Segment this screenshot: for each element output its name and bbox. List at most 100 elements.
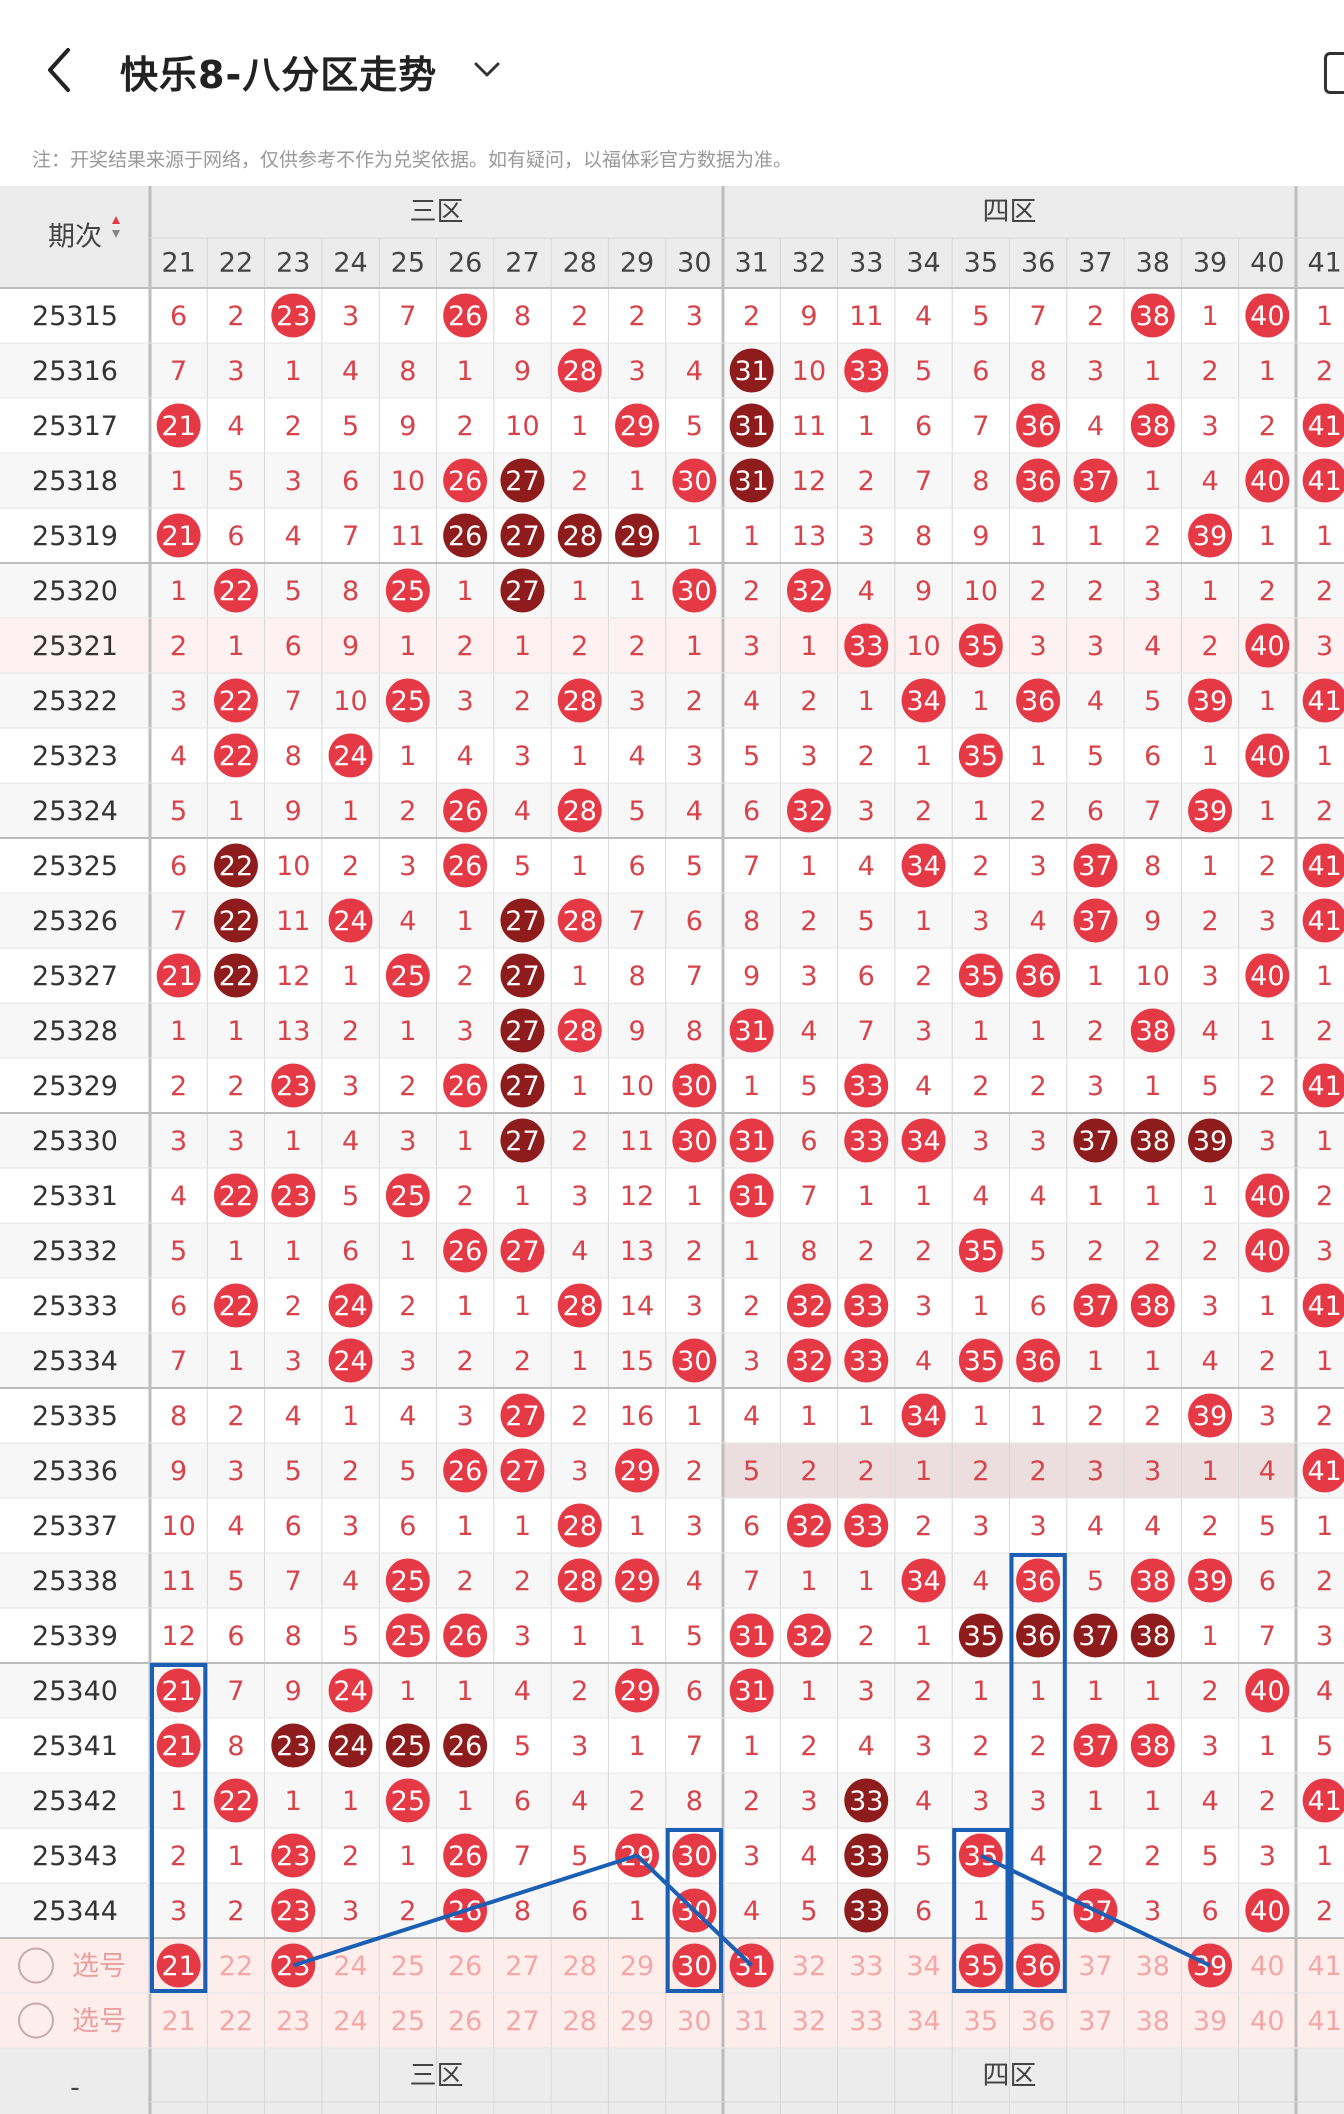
omission-count: 1 [628, 1731, 645, 1762]
drawn-number-ball [1073, 843, 1118, 888]
omission-count: 4 [170, 741, 187, 772]
omission-count: 1 [1259, 796, 1276, 827]
omission-count: 5 [915, 356, 932, 387]
column-header: 21 [161, 248, 195, 279]
menu-icon[interactable] [1324, 52, 1344, 94]
omission-count: 2 [1201, 631, 1218, 662]
omission-count: 5 [858, 906, 875, 937]
omission-count: 3 [342, 301, 359, 332]
omission-count: 6 [514, 1786, 531, 1817]
omission-count: 5 [342, 1621, 359, 1652]
period-number: 25323 [32, 741, 118, 772]
select-radio[interactable] [18, 2002, 54, 2039]
drawn-number-ball [844, 1283, 889, 1328]
drawn-number-ball [557, 1008, 602, 1053]
table-row [0, 1553, 1344, 1608]
omission-count: 2 [342, 851, 359, 882]
omission-count: 6 [800, 1126, 817, 1157]
omission-count: 8 [285, 741, 302, 772]
omission-count: 1 [285, 356, 302, 387]
omission-count: 2 [285, 411, 302, 442]
drawn-number-ball [1016, 1558, 1061, 1603]
omission-count: 1 [227, 1346, 244, 1377]
drawn-number-ball [557, 1558, 602, 1603]
select-radio[interactable] [18, 1947, 54, 1984]
omission-count: 1 [858, 1181, 875, 1212]
drawn-number-ball [1302, 1063, 1344, 1108]
select-number: 35 [964, 2006, 998, 2037]
omission-count: 9 [514, 356, 531, 387]
omission-count: 2 [1316, 356, 1333, 387]
drawn-number-ball [729, 458, 774, 503]
drawn-number-ball [958, 623, 1003, 668]
omission-count: 1 [1201, 1621, 1218, 1652]
omission-count: 7 [170, 1346, 187, 1377]
omission-count: 2 [399, 1071, 416, 1102]
drawn-number-ball [213, 843, 258, 888]
drawn-number: 26 [448, 1841, 482, 1872]
drawn-number: 25 [391, 1786, 425, 1817]
omission-count: 7 [915, 466, 932, 497]
omission-count: 6 [285, 1511, 302, 1542]
omission-count: 3 [800, 741, 817, 772]
omission-count: 3 [1144, 576, 1161, 607]
table-row [0, 1003, 1344, 1058]
drawn-number-ball [1016, 1943, 1061, 1988]
drawn-number: 23 [276, 1841, 310, 1872]
omission-count: 1 [1259, 521, 1276, 552]
sort-down-icon[interactable] [112, 230, 120, 238]
omission-count: 3 [571, 1181, 588, 1212]
drawn-number: 23 [276, 1071, 310, 1102]
drawn-number: 23 [276, 1181, 310, 1212]
omission-count: 4 [858, 851, 875, 882]
drawn-number-ball [786, 788, 831, 833]
omission-count: 2 [342, 1841, 359, 1872]
omission-count: 4 [227, 1511, 244, 1542]
drawn-number: 40 [1250, 1896, 1284, 1927]
back-arrow-icon[interactable] [40, 46, 80, 94]
omission-count: 9 [743, 961, 760, 992]
omission-count: 2 [858, 466, 875, 497]
drawn-number: 41 [1307, 906, 1341, 937]
drawn-number-ball [271, 1723, 316, 1768]
omission-count: 1 [514, 1511, 531, 1542]
drawn-number: 24 [333, 1291, 367, 1322]
omission-count: 2 [457, 411, 474, 442]
drawn-number: 41 [1307, 851, 1341, 882]
drawn-number: 32 [792, 1621, 826, 1652]
omission-count: 1 [457, 1291, 474, 1322]
omission-count: 4 [743, 1401, 760, 1432]
omission-count: 4 [1087, 686, 1104, 717]
omission-count: 3 [972, 1786, 989, 1817]
omission-count: 2 [915, 1511, 932, 1542]
drawn-number: 33 [849, 1511, 883, 1542]
omission-count: 8 [399, 356, 416, 387]
drawn-number: 35 [964, 1346, 998, 1377]
sort-up-icon[interactable] [112, 216, 120, 224]
omission-count: 3 [514, 741, 531, 772]
drawn-number: 35 [964, 961, 998, 992]
omission-count: 5 [686, 851, 703, 882]
omission-count: 9 [342, 631, 359, 662]
select-number: 39 [1193, 2006, 1227, 2037]
drawn-number: 40 [1250, 1676, 1284, 1707]
omission-count: 1 [1144, 1071, 1161, 1102]
omission-count: 4 [800, 1016, 817, 1047]
omission-count: 3 [686, 1511, 703, 1542]
drawn-number-ball [500, 898, 545, 943]
omission-count: 3 [227, 1456, 244, 1487]
omission-count: 4 [514, 1676, 531, 1707]
omission-count: 3 [800, 1786, 817, 1817]
period-number: 25341 [32, 1731, 118, 1762]
omission-count: 5 [170, 1236, 187, 1267]
page-title: 快乐8-八分区走势 [120, 53, 438, 97]
select-number: 40 [1250, 2006, 1284, 2037]
omission-count: 1 [858, 411, 875, 442]
drawn-number-ball [786, 1338, 831, 1383]
chevron-down-icon[interactable] [470, 54, 504, 84]
select-number: 25 [391, 2006, 425, 2037]
drawn-number-ball [615, 1448, 660, 1493]
omission-count: 5 [399, 1456, 416, 1487]
omission-count: 10 [161, 1511, 195, 1542]
drawn-number-ball [901, 843, 946, 888]
